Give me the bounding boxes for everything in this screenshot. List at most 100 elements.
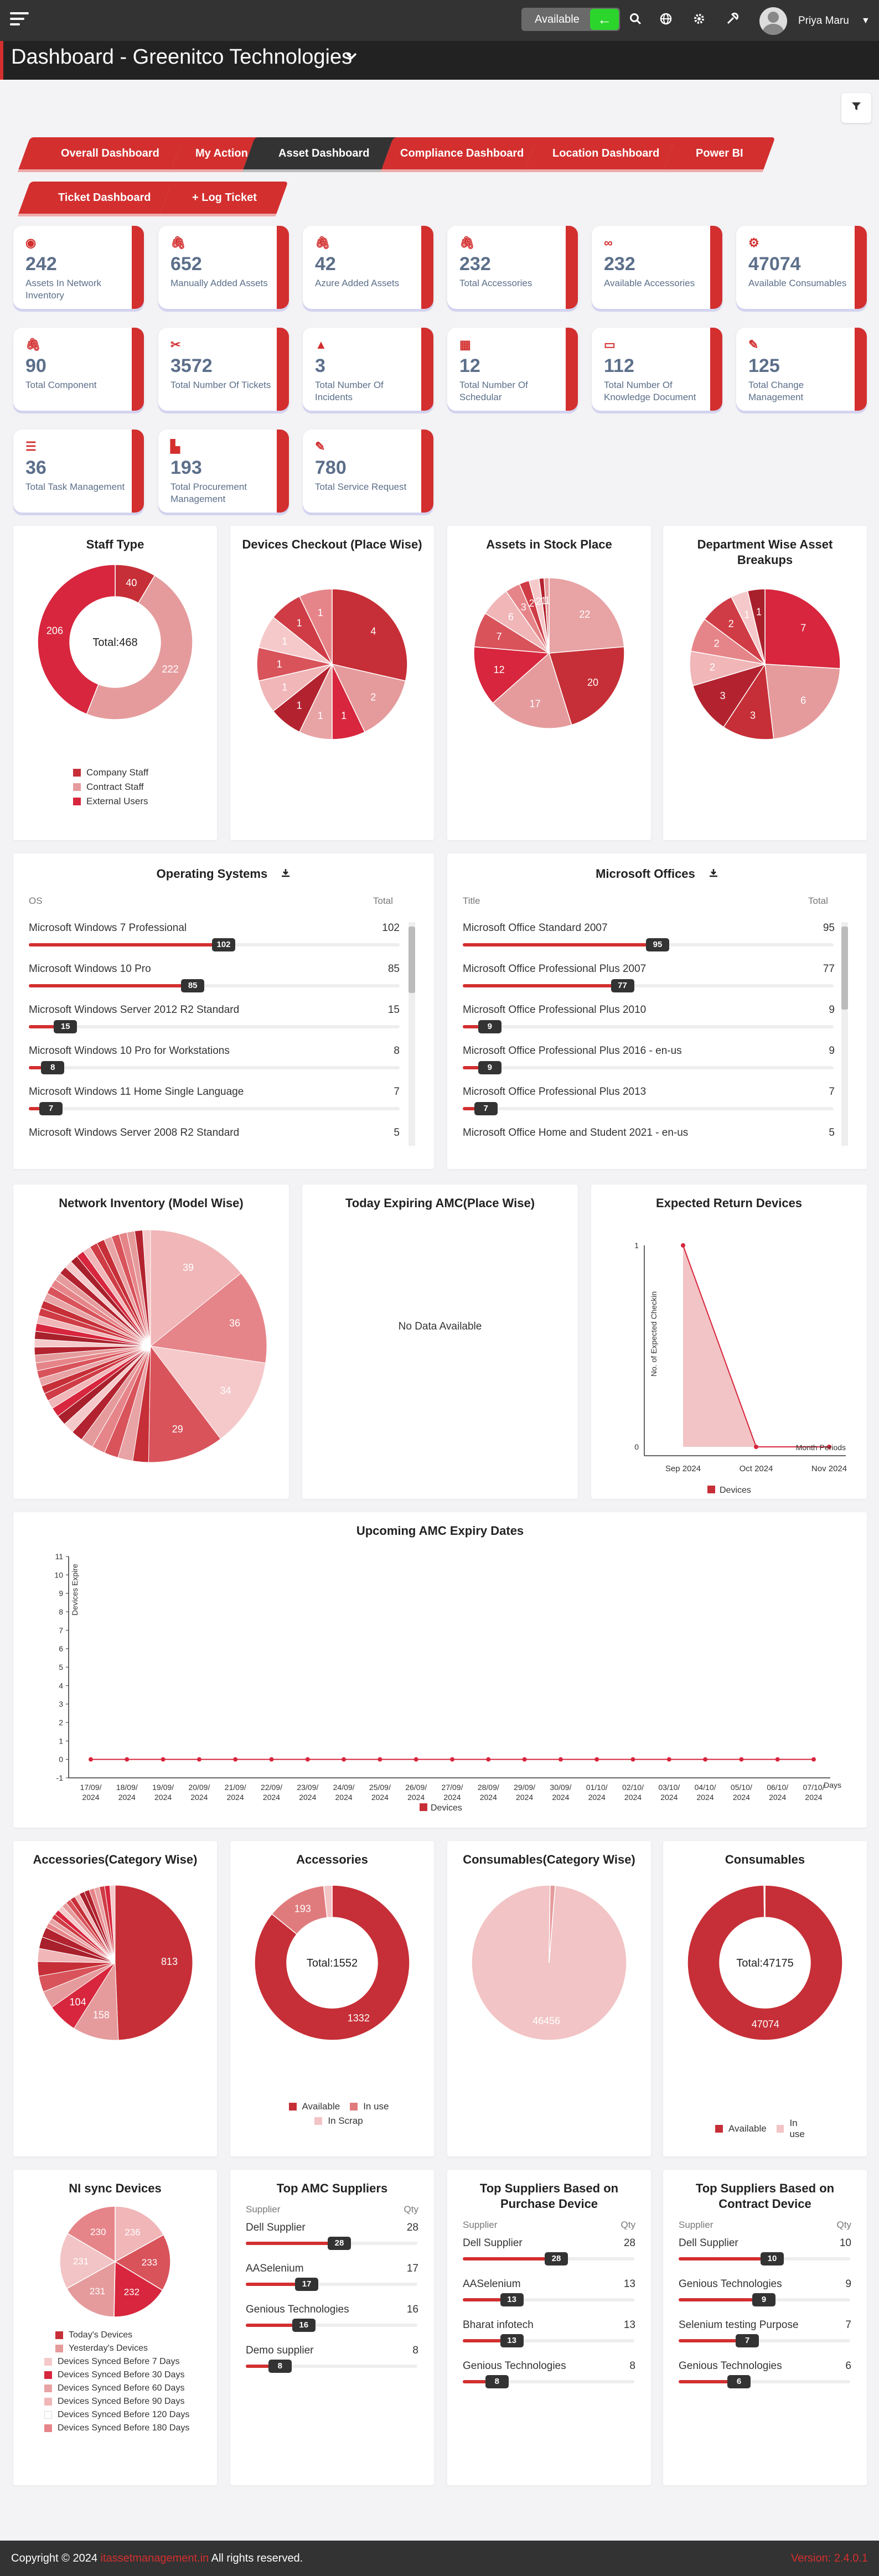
stat-card[interactable]: ▲ 3 Total Number Of Incidents [303,328,433,411]
data-point[interactable] [269,1757,274,1762]
log-ticket-button[interactable]: + Log Ticket [160,182,288,214]
slice-label: 20 [587,677,598,688]
stat-card[interactable]: ☰ 36 Total Task Management [13,430,144,513]
pie-slice[interactable] [73,1962,119,2041]
stat-card[interactable]: ✎ 780 Total Service Request [303,430,433,513]
pie-slice[interactable] [331,663,406,733]
pie-slice[interactable] [37,564,116,715]
pie-slice[interactable] [66,2206,116,2263]
pie-slice[interactable] [109,1885,116,1963]
menu-icon[interactable] [10,12,29,28]
data-point[interactable] [197,1757,201,1762]
pie-slice[interactable] [549,646,625,726]
pie-slice[interactable] [687,1885,843,2041]
data-point[interactable] [233,1757,238,1762]
pie-slice[interactable] [254,1885,410,2041]
chevron-down-icon[interactable] [345,49,358,66]
globe-icon[interactable] [658,12,674,29]
pie-slice[interactable] [764,588,841,669]
arrow-left-icon[interactable]: ← [590,9,619,30]
pie-slice[interactable] [549,1885,556,1963]
tab-asset-dashboard[interactable]: Asset Dashboard [243,137,405,169]
legend-label: Devices [431,1803,462,1813]
x-tick-label: 2024 [624,1793,642,1802]
tab-compliance-dashboard[interactable]: Compliance Dashboard [381,137,543,169]
tab-location-dashboard[interactable]: Location Dashboard [525,137,687,169]
tab-power-bi[interactable]: Power BI [664,137,775,169]
data-point[interactable] [666,1757,671,1762]
gear-icon[interactable] [691,12,707,29]
download-icon[interactable] [281,867,291,881]
data-point[interactable] [811,1757,816,1762]
data-point[interactable] [827,1445,831,1449]
pie-slice[interactable] [323,1885,333,1918]
filter-button[interactable] [841,93,871,123]
pie-slice[interactable] [59,2233,116,2289]
pie-slice[interactable] [148,1345,221,1463]
stat-card[interactable]: 🖇 232 Total Accessories [447,226,578,309]
pie-slice[interactable] [549,577,625,654]
supplier-qty: 28 [623,2237,635,2249]
slice-label: 1 [545,595,550,606]
download-icon[interactable] [709,867,718,881]
data-point[interactable] [378,1757,382,1762]
data-point[interactable] [594,1757,599,1762]
data-point[interactable] [522,1757,527,1762]
pie-slice[interactable] [66,2261,116,2318]
pie-slice[interactable] [747,588,766,665]
stat-card[interactable]: 🖇 652 Manually Added Assets [158,226,289,309]
stat-card[interactable]: ✎ 125 Total Change Management [736,328,867,411]
pie-slice[interactable] [473,646,550,704]
data-point[interactable] [739,1757,744,1762]
stat-card[interactable]: ▭ 112 Total Number Of Knowledge Document [592,328,722,411]
data-point[interactable] [681,1243,685,1248]
pie-slice[interactable] [763,1885,766,1918]
availability-toggle[interactable]: Available ← [521,8,620,31]
data-point[interactable] [775,1757,780,1762]
pie-slice[interactable] [544,577,550,654]
pie-slice[interactable] [332,588,408,682]
data-point[interactable] [754,1445,758,1449]
pie-slice[interactable] [150,1229,242,1347]
pie-slice[interactable] [692,663,766,728]
data-point[interactable] [558,1757,563,1762]
data-point[interactable] [161,1757,166,1762]
data-point[interactable] [413,1757,418,1762]
pie-slice[interactable] [115,1885,193,2041]
panel-title: Consumables [725,1853,805,1866]
data-point[interactable] [342,1757,347,1762]
pie-slice[interactable] [298,588,333,665]
stat-card[interactable]: ✂ 3572 Total Number Of Tickets [158,328,289,411]
pie-slice[interactable] [142,1229,151,1347]
stat-card[interactable]: ▙ 193 Total Procurement Management [158,430,289,513]
data-point[interactable] [450,1757,454,1762]
stat-card[interactable]: ∞ 232 Available Accessories [592,226,722,309]
scrollbar-thumb[interactable] [409,927,415,993]
data-point[interactable] [703,1757,708,1762]
pie-slice[interactable] [115,2206,164,2263]
tools-icon[interactable] [724,12,741,29]
brand-link[interactable]: itassetmanagement.in [100,2552,209,2564]
pie-slice[interactable] [113,2261,163,2318]
stat-card[interactable]: ◉ 242 Assets In Network Inventory [13,226,144,309]
stat-card[interactable]: ▦ 12 Total Number Of Schedular [447,328,578,411]
data-point[interactable] [89,1757,93,1762]
stat-card[interactable]: ⚙ 47074 Available Consumables [736,226,867,309]
data-point[interactable] [486,1757,491,1762]
data-point[interactable] [305,1757,310,1762]
pie-slice[interactable] [723,663,774,740]
pie-slice[interactable] [492,652,572,729]
search-icon[interactable] [627,12,644,29]
pie-slice[interactable] [114,2234,171,2291]
progress-track [463,1107,834,1110]
pie-slice[interactable] [149,1273,267,1364]
pie-slice[interactable] [149,1346,266,1440]
scrollbar-thumb[interactable] [841,927,848,1010]
pie-slice[interactable] [764,664,841,739]
data-point[interactable] [630,1757,635,1762]
data-point[interactable] [125,1757,130,1762]
pie-slice[interactable] [86,575,193,720]
stat-card[interactable]: 🖇 90 Total Component [13,328,144,411]
user-menu[interactable]: Priya Maru ▼ [759,7,870,35]
stat-card[interactable]: 🖇 42 Azure Added Assets [303,226,433,309]
